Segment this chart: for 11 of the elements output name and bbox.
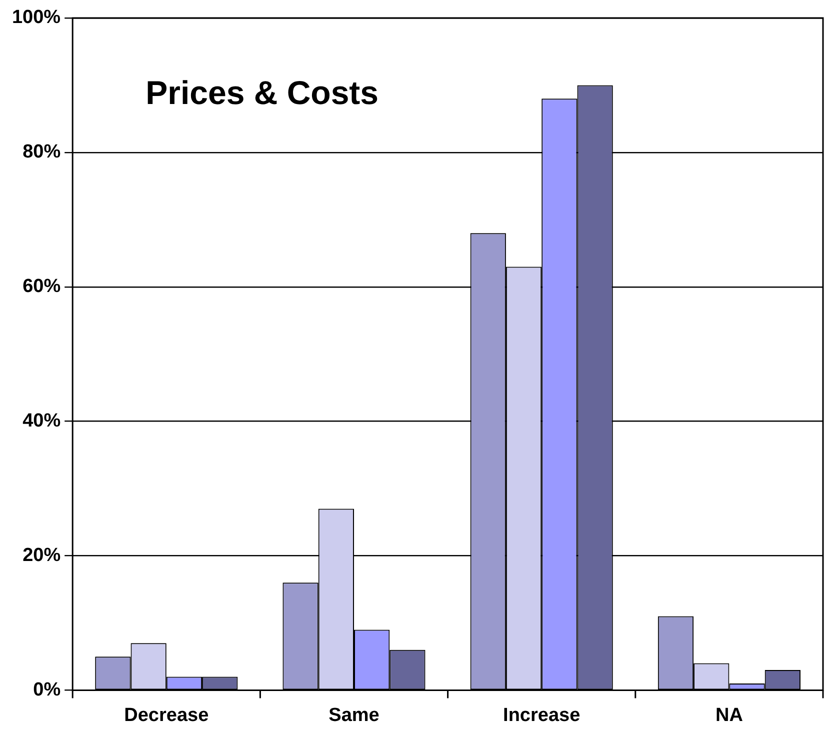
x-tick-label: NA — [715, 704, 744, 726]
y-tick-label: 100% — [12, 7, 61, 28]
x-tick-label: Increase — [503, 704, 580, 726]
text: Prices & Costs — [146, 74, 379, 112]
y-tick-label: 40% — [22, 410, 61, 432]
y-tick-label: 60% — [22, 276, 61, 298]
y-tick-label: 0% — [33, 679, 61, 700]
y-tick-label: 80% — [22, 142, 61, 163]
x-tick-label: Same — [328, 704, 380, 726]
y-tick-label: 20% — [22, 544, 61, 566]
x-tick-label: Decrease — [124, 704, 209, 726]
